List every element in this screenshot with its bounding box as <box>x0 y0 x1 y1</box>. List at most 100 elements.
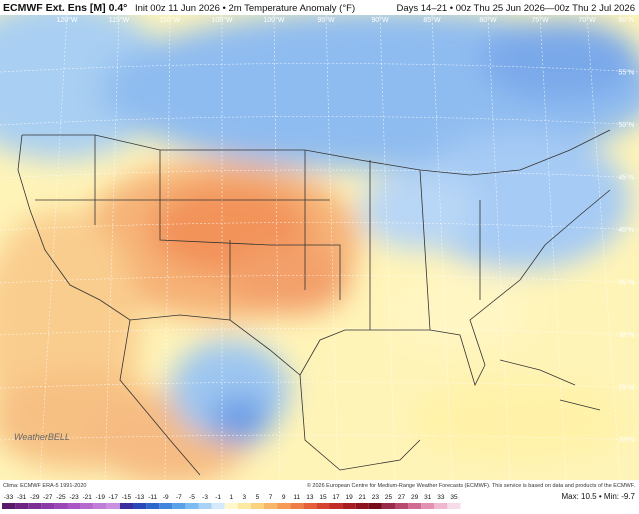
lat-label: 25°N <box>618 384 634 392</box>
colorbar-label: 19 <box>346 494 354 501</box>
colorbar-label: 33 <box>437 494 445 501</box>
colorbar-label: -25 <box>56 494 66 501</box>
colorbar-swatch <box>434 503 448 509</box>
colorbar-label: 17 <box>332 494 340 501</box>
colorbar-label: -23 <box>69 494 79 501</box>
lat-label: 30°N <box>618 331 634 339</box>
colorbar-label: -15 <box>122 494 132 501</box>
colorbar-label: -21 <box>82 494 92 501</box>
colorbar-swatch <box>28 503 42 509</box>
colorbar-label: -31 <box>17 494 27 501</box>
init-title: Init 00z 11 Jun 2026 • 2m Temperature An… <box>135 3 355 14</box>
lat-label: 55°N <box>618 69 634 77</box>
colorbar-swatch <box>146 503 160 509</box>
colorbar-label: 9 <box>282 494 286 501</box>
colorbar-swatch <box>15 503 29 509</box>
colorbar-swatch <box>355 503 369 509</box>
colorbar-swatch <box>67 503 81 509</box>
colorbar-swatch <box>250 503 264 509</box>
clima-note: Clima: ECMWF ERA-5 1991-2020 <box>3 483 86 489</box>
colorbar-label: 15 <box>319 494 327 501</box>
lon-label: 115°W <box>109 16 130 24</box>
colorbar-label: 11 <box>293 494 300 501</box>
lat-label: 60°N <box>618 16 634 24</box>
colorbar-swatch <box>224 503 238 509</box>
colorbar-label: -5 <box>189 494 195 501</box>
colorbar-swatch <box>447 503 461 509</box>
colorbar-swatch <box>185 503 199 509</box>
colorbar-swatch <box>303 503 317 509</box>
lon-label: 120°W <box>56 16 77 24</box>
colorbar-label: 13 <box>306 494 314 501</box>
model-title: ECMWF Ext. Ens [M] 0.4° <box>3 2 127 14</box>
colorbar-label: 27 <box>398 494 406 501</box>
lon-label: 100°W <box>263 16 284 24</box>
colorbar-swatch <box>408 503 422 509</box>
colorbar-swatch <box>172 503 186 509</box>
colorbar-swatch <box>133 503 147 509</box>
colorbar-label: -7 <box>176 494 182 501</box>
colorbar-label: 21 <box>359 494 367 501</box>
colorbar-swatch <box>198 503 212 509</box>
colorbar-label: 35 <box>450 494 458 501</box>
colorbar-swatch <box>277 503 291 509</box>
lat-label: 40°N <box>618 226 634 234</box>
copyright: © 2026 European Centre for Medium-Range … <box>307 482 636 489</box>
logo: WeatherBELL <box>14 432 70 442</box>
header-bar <box>0 0 639 15</box>
colorbar-swatch <box>421 503 435 509</box>
colorbar-label: -3 <box>202 494 208 501</box>
lat-label: 20°N <box>618 436 634 444</box>
colorbar-swatch <box>93 503 107 509</box>
lat-label: 35°N <box>618 279 634 287</box>
colorbar-label: -9 <box>163 494 169 501</box>
colorbar-label: 1 <box>229 494 233 501</box>
lat-label: 50°N <box>618 121 634 129</box>
colorbar-label: -17 <box>109 494 119 501</box>
colorbar-swatch <box>381 503 395 509</box>
lon-label: 75°W <box>531 16 549 24</box>
lon-label: 110°W <box>160 16 181 24</box>
lat-label: 45°N <box>618 174 634 182</box>
colorbar-swatch <box>41 503 55 509</box>
colorbar-label: 25 <box>385 494 393 501</box>
colorbar-label: -33 <box>4 494 14 501</box>
lon-label: 105°W <box>211 16 232 24</box>
colorbar-label: -11 <box>148 494 157 501</box>
colorbar-label: -13 <box>135 494 145 501</box>
colorbar-label: 29 <box>411 494 419 501</box>
colorbar-label: -19 <box>96 494 106 501</box>
lon-label: 80°W <box>479 16 497 24</box>
colorbar-swatch <box>2 503 16 509</box>
colorbar-swatch <box>395 503 409 509</box>
lon-label: 70°W <box>578 16 596 24</box>
colorbar-swatch <box>316 503 330 509</box>
valid-title: Days 14–21 • 00z Thu 25 Jun 2026—00z Thu… <box>396 3 635 14</box>
colorbar-swatch <box>264 503 278 509</box>
stats: Max: 10.5 • Min: -9.7 <box>562 492 636 501</box>
colorbar-label: 31 <box>424 494 432 501</box>
colorbar-swatch <box>368 503 382 509</box>
colorbar-swatch <box>54 503 68 509</box>
colorbar-label: -27 <box>43 494 53 501</box>
colorbar-label: 7 <box>269 494 273 501</box>
map: WeatherBELL <box>0 15 639 480</box>
colorbar-swatch <box>290 503 304 509</box>
colorbar-swatch <box>237 503 251 509</box>
colorbar-label: -1 <box>215 494 221 501</box>
colorbar-swatch <box>329 503 343 509</box>
lon-label: 90°W <box>371 16 389 24</box>
colorbar-swatch <box>119 503 133 509</box>
lon-label: 85°W <box>423 16 441 24</box>
colorbar-label: 3 <box>243 494 247 501</box>
colorbar-swatch <box>211 503 225 509</box>
colorbar-swatch <box>159 503 173 509</box>
colorbar-swatch <box>106 503 120 509</box>
colorbar-label: -29 <box>30 494 40 501</box>
colorbar-label: 23 <box>372 494 380 501</box>
colorbar-swatch <box>342 503 356 509</box>
colorbar-label: 5 <box>256 494 260 501</box>
lon-label: 95°W <box>317 16 335 24</box>
colorbar-swatch <box>80 503 94 509</box>
